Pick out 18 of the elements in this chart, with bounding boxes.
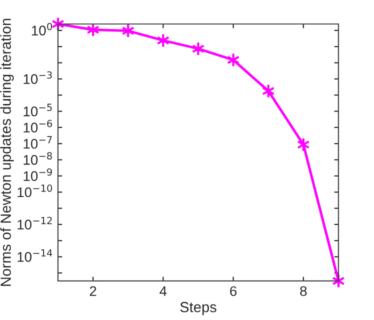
y-tick-label: 10$^{−14}$: [18, 249, 52, 262]
point: [226, 52, 240, 68]
y-tick-label: 10$^{−7}$: [24, 136, 52, 149]
y-tick-label: 10$^{−10}$: [18, 184, 52, 198]
y-tick-label: 10$^{−5}$: [24, 104, 52, 116]
y-axis-title: Norms of Newton updates during iteration: [0, 18, 14, 286]
y-tick-label: 10$^{0}$: [32, 22, 52, 36]
y-tick-label: 10$^{−9}$: [24, 168, 52, 182]
y-tick-label: 10$^{−12}$: [18, 216, 52, 230]
x-tick-label: 4: [160, 286, 167, 296]
x-axis-title: Steps: [180, 302, 216, 316]
y-tick-label: 10$^{−8}$: [24, 152, 52, 165]
x-tick-label: 8: [300, 286, 307, 296]
y-tick-label: 10$^{−6}$: [24, 120, 52, 133]
x-tick-label: 2: [90, 286, 96, 296]
x-tick-label: 6: [230, 286, 237, 296]
point: [192, 41, 205, 56]
y-tick-label: 10$^{−3}$: [24, 71, 52, 84]
